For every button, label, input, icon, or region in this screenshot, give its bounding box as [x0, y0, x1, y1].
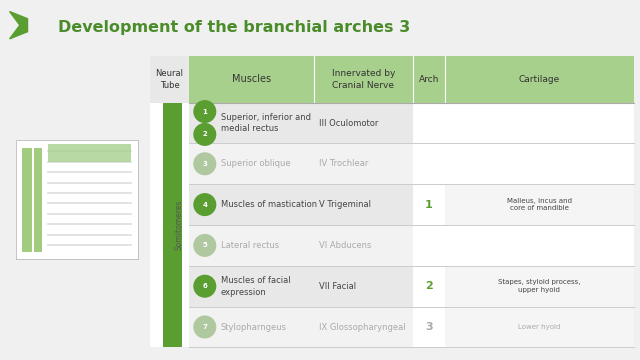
Text: Stapes, styloid process,
upper hyoid: Stapes, styloid process, upper hyoid — [498, 279, 580, 293]
FancyBboxPatch shape — [413, 225, 445, 266]
Ellipse shape — [193, 123, 216, 146]
Text: VI Abducens: VI Abducens — [319, 241, 371, 250]
Text: 5: 5 — [202, 242, 207, 248]
FancyBboxPatch shape — [314, 143, 413, 184]
Text: Superior oblique: Superior oblique — [221, 159, 291, 168]
FancyBboxPatch shape — [189, 225, 314, 266]
Ellipse shape — [193, 152, 216, 175]
Text: 1: 1 — [425, 199, 433, 210]
Text: VII Facial: VII Facial — [319, 282, 356, 291]
FancyBboxPatch shape — [150, 56, 634, 347]
Text: III Oculomotor: III Oculomotor — [319, 118, 378, 127]
Text: Lateral rectus: Lateral rectus — [221, 241, 279, 250]
Text: Stylopharngeus: Stylopharngeus — [221, 323, 287, 332]
Text: Cartilage: Cartilage — [518, 75, 560, 84]
FancyBboxPatch shape — [173, 103, 182, 347]
FancyBboxPatch shape — [189, 143, 314, 184]
Ellipse shape — [193, 315, 216, 338]
Ellipse shape — [193, 234, 216, 257]
Text: IV Trochlear: IV Trochlear — [319, 159, 368, 168]
Text: Somitomeres: Somitomeres — [175, 200, 184, 250]
FancyBboxPatch shape — [314, 266, 413, 307]
Ellipse shape — [193, 275, 216, 298]
FancyBboxPatch shape — [413, 266, 445, 307]
FancyBboxPatch shape — [413, 184, 445, 225]
Text: Muscles of mastication: Muscles of mastication — [221, 200, 317, 209]
FancyBboxPatch shape — [413, 103, 445, 143]
FancyBboxPatch shape — [16, 140, 138, 259]
FancyBboxPatch shape — [163, 103, 173, 347]
Text: Muscles: Muscles — [232, 74, 271, 84]
Text: Muscles of facial
expression: Muscles of facial expression — [221, 276, 291, 297]
FancyBboxPatch shape — [314, 184, 413, 225]
Ellipse shape — [193, 193, 216, 216]
FancyBboxPatch shape — [413, 307, 445, 347]
FancyBboxPatch shape — [445, 103, 634, 143]
Text: 3: 3 — [425, 322, 433, 332]
Text: Malleus, incus and
core of mandible: Malleus, incus and core of mandible — [507, 198, 572, 211]
FancyBboxPatch shape — [445, 307, 634, 347]
Text: 6: 6 — [202, 283, 207, 289]
Ellipse shape — [193, 100, 216, 123]
Text: Neural
Tube: Neural Tube — [156, 69, 184, 90]
Text: Innervated by
Cranial Nerve: Innervated by Cranial Nerve — [332, 69, 395, 90]
Polygon shape — [10, 12, 28, 39]
Text: 3: 3 — [202, 161, 207, 167]
FancyBboxPatch shape — [189, 266, 314, 307]
FancyBboxPatch shape — [314, 307, 413, 347]
FancyBboxPatch shape — [413, 143, 445, 184]
FancyBboxPatch shape — [150, 56, 189, 103]
Text: 7: 7 — [202, 324, 207, 330]
FancyBboxPatch shape — [48, 144, 131, 162]
FancyBboxPatch shape — [445, 143, 634, 184]
FancyBboxPatch shape — [445, 184, 634, 225]
FancyBboxPatch shape — [445, 266, 634, 307]
FancyBboxPatch shape — [189, 103, 314, 143]
Text: Development of the branchial arches 3: Development of the branchial arches 3 — [58, 20, 410, 35]
FancyBboxPatch shape — [189, 307, 314, 347]
Text: Superior, inferior and
medial rectus: Superior, inferior and medial rectus — [221, 113, 311, 134]
FancyBboxPatch shape — [34, 148, 42, 252]
Text: 4: 4 — [202, 202, 207, 208]
Text: Lower hyoid: Lower hyoid — [518, 324, 561, 330]
FancyBboxPatch shape — [314, 103, 413, 143]
FancyBboxPatch shape — [189, 56, 634, 103]
FancyBboxPatch shape — [22, 148, 32, 252]
Text: Arch: Arch — [419, 75, 439, 84]
Text: 1: 1 — [202, 109, 207, 114]
Text: 2: 2 — [425, 281, 433, 291]
FancyBboxPatch shape — [189, 184, 314, 225]
Text: 2: 2 — [202, 131, 207, 138]
Text: V Trigeminal: V Trigeminal — [319, 200, 371, 209]
Text: IX Glossopharyngeal: IX Glossopharyngeal — [319, 323, 405, 332]
FancyBboxPatch shape — [314, 225, 413, 266]
FancyBboxPatch shape — [445, 225, 634, 266]
